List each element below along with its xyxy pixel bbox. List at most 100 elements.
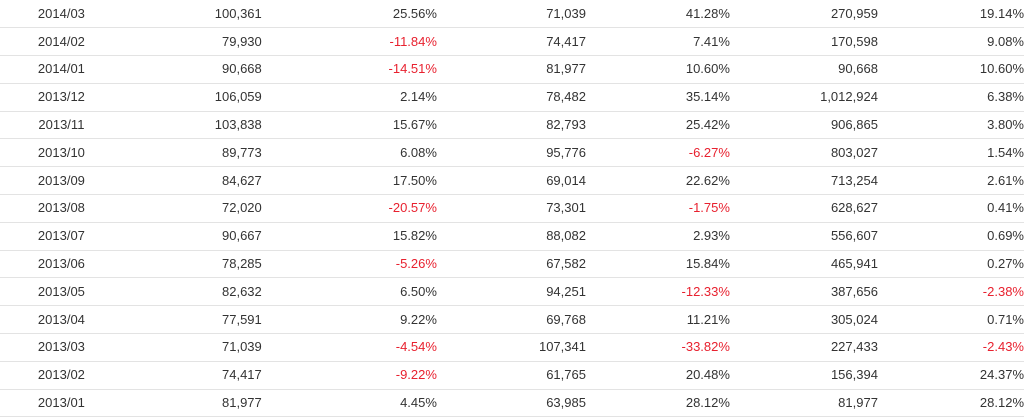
percent-cell: 4.45% bbox=[261, 389, 437, 417]
value-cell: 63,985 bbox=[436, 389, 586, 417]
value-cell: 81,977 bbox=[122, 389, 262, 417]
percent-cell: -33.82% bbox=[585, 333, 730, 362]
percent-cell: 1.54% bbox=[877, 138, 1024, 168]
value-cell: 387,656 bbox=[729, 277, 878, 307]
value-cell: 95,776 bbox=[436, 138, 586, 168]
percent-cell: 11.21% bbox=[585, 305, 730, 335]
value-cell: 81,977 bbox=[729, 389, 878, 417]
month-cell: 2013/11 bbox=[0, 111, 123, 140]
table-row: 2013/03 71,039 -4.54% 107,341 -33.82% 227,433… bbox=[0, 333, 1024, 362]
percent-cell: -2.38% bbox=[877, 277, 1024, 307]
month-cell: 2013/09 bbox=[0, 166, 123, 196]
value-cell: 69,014 bbox=[436, 166, 586, 196]
percent-cell: -14.51% bbox=[261, 55, 437, 84]
value-cell: 69,768 bbox=[436, 305, 586, 335]
percent-cell: 0.27% bbox=[877, 250, 1024, 279]
month-cell: 2013/12 bbox=[0, 83, 123, 112]
table-row: 2013/11 103,838 15.67% 82,793 25.42% 906,865 3… bbox=[0, 111, 1024, 140]
value-cell: 78,285 bbox=[122, 250, 262, 279]
percent-cell: 24.37% bbox=[877, 361, 1024, 390]
table-row: 2013/01 81,977 4.45% 63,985 28.12% 81,977 28.1… bbox=[0, 389, 1024, 417]
value-cell: 78,482 bbox=[436, 83, 586, 112]
value-cell: 170,598 bbox=[729, 27, 878, 57]
percent-cell: 6.08% bbox=[261, 138, 437, 168]
percent-cell: 15.82% bbox=[261, 222, 437, 251]
month-cell: 2013/07 bbox=[0, 222, 123, 251]
value-cell: 67,582 bbox=[436, 250, 586, 279]
percent-cell: 10.60% bbox=[877, 55, 1024, 84]
month-cell: 2013/01 bbox=[0, 389, 123, 417]
value-cell: 72,020 bbox=[122, 194, 262, 223]
percent-cell: -12.33% bbox=[585, 277, 730, 307]
value-cell: 82,793 bbox=[436, 111, 586, 140]
table-row: 2013/05 82,632 6.50% 94,251 -12.33% 387,656 -2… bbox=[0, 277, 1024, 307]
value-cell: 82,632 bbox=[122, 277, 262, 307]
percent-cell: -2.43% bbox=[877, 333, 1024, 362]
percent-cell: 17.50% bbox=[261, 166, 437, 196]
month-cell: 2014/03 bbox=[0, 0, 123, 29]
value-cell: 713,254 bbox=[729, 166, 878, 196]
value-cell: 90,668 bbox=[729, 55, 878, 84]
value-cell: 74,417 bbox=[122, 361, 262, 390]
value-cell: 94,251 bbox=[436, 277, 586, 307]
percent-cell: -4.54% bbox=[261, 333, 437, 362]
table-row: 2013/04 77,591 9.22% 69,768 11.21% 305,024 0.7… bbox=[0, 305, 1024, 335]
percent-cell: 28.12% bbox=[877, 389, 1024, 417]
table-row: 2013/10 89,773 6.08% 95,776 -6.27% 803,027 1.5… bbox=[0, 138, 1024, 168]
percent-cell: 9.08% bbox=[877, 27, 1024, 57]
value-cell: 906,865 bbox=[729, 111, 878, 140]
value-cell: 71,039 bbox=[122, 333, 262, 362]
value-cell: 90,668 bbox=[122, 55, 262, 84]
value-cell: 81,977 bbox=[436, 55, 586, 84]
month-cell: 2013/02 bbox=[0, 361, 123, 390]
percent-cell: 28.12% bbox=[585, 389, 730, 417]
table-row: 2013/12 106,059 2.14% 78,482 35.14% 1,012,924… bbox=[0, 83, 1024, 112]
percent-cell: 6.50% bbox=[261, 277, 437, 307]
percent-cell: 15.84% bbox=[585, 250, 730, 279]
table-row: 2013/09 84,627 17.50% 69,014 22.62% 713,254 2.… bbox=[0, 166, 1024, 196]
percent-cell: -1.75% bbox=[585, 194, 730, 223]
month-cell: 2013/08 bbox=[0, 194, 123, 223]
value-cell: 73,301 bbox=[436, 194, 586, 223]
value-cell: 465,941 bbox=[729, 250, 878, 279]
value-cell: 270,959 bbox=[729, 0, 878, 29]
month-cell: 2013/04 bbox=[0, 305, 123, 335]
value-cell: 103,838 bbox=[122, 111, 262, 140]
percent-cell: 7.41% bbox=[585, 27, 730, 57]
percent-cell: 20.48% bbox=[585, 361, 730, 390]
table-row: 2013/08 72,020 -20.57% 73,301 -1.75% 628,627 0… bbox=[0, 194, 1024, 223]
table-row: 2013/07 90,667 15.82% 88,082 2.93% 556,607 0.6… bbox=[0, 222, 1024, 251]
month-cell: 2014/01 bbox=[0, 55, 123, 84]
percent-cell: -11.84% bbox=[261, 27, 437, 57]
value-cell: 106,059 bbox=[122, 83, 262, 112]
value-cell: 227,433 bbox=[729, 333, 878, 362]
value-cell: 90,667 bbox=[122, 222, 262, 251]
percent-cell: 22.62% bbox=[585, 166, 730, 196]
percent-cell: 3.80% bbox=[877, 111, 1024, 140]
percent-cell: -5.26% bbox=[261, 250, 437, 279]
percent-cell: -6.27% bbox=[585, 138, 730, 168]
percent-cell: -9.22% bbox=[261, 361, 437, 390]
percent-cell: -20.57% bbox=[261, 194, 437, 223]
value-cell: 61,765 bbox=[436, 361, 586, 390]
table-row: 2014/01 90,668 -14.51% 81,977 10.60% 90,668 10… bbox=[0, 55, 1024, 84]
value-cell: 74,417 bbox=[436, 27, 586, 57]
value-cell: 79,930 bbox=[122, 27, 262, 57]
value-cell: 305,024 bbox=[729, 305, 878, 335]
value-cell: 156,394 bbox=[729, 361, 878, 390]
table-row: 2013/02 74,417 -9.22% 61,765 20.48% 156,394 24… bbox=[0, 361, 1024, 390]
value-cell: 556,607 bbox=[729, 222, 878, 251]
value-cell: 84,627 bbox=[122, 166, 262, 196]
percent-cell: 0.71% bbox=[877, 305, 1024, 335]
percent-cell: 41.28% bbox=[585, 0, 730, 29]
percent-cell: 2.93% bbox=[585, 222, 730, 251]
value-cell: 71,039 bbox=[436, 0, 586, 29]
value-cell: 803,027 bbox=[729, 138, 878, 168]
percent-cell: 9.22% bbox=[261, 305, 437, 335]
percent-cell: 25.56% bbox=[261, 0, 437, 29]
value-cell: 89,773 bbox=[122, 138, 262, 168]
value-cell: 1,012,924 bbox=[729, 83, 878, 112]
month-cell: 2013/05 bbox=[0, 277, 123, 307]
value-cell: 100,361 bbox=[122, 0, 262, 29]
